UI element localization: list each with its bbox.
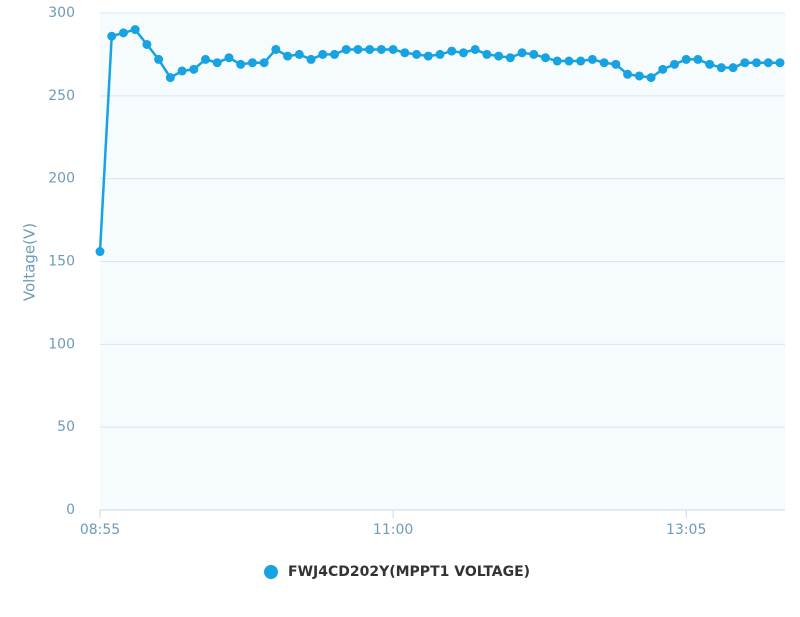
legend-marker [264,565,278,579]
data-point [681,54,691,64]
data-point [752,58,762,68]
data-point [470,44,480,54]
data-point [658,64,668,74]
data-point [294,49,304,59]
x-tick-label: 08:55 [80,522,120,538]
data-point [212,58,222,68]
data-point [201,54,211,64]
data-point [376,44,386,54]
data-point [505,53,515,63]
data-point [318,49,328,59]
legend-label: FWJ4CD202Y(MPPT1 VOLTAGE) [288,564,530,580]
y-tick-label: 250 [48,88,75,104]
data-point [329,49,339,59]
data-point [740,58,750,68]
data-point [412,49,422,59]
y-tick-label: 150 [48,254,75,270]
data-point [423,51,433,61]
y-tick-label: 300 [48,5,75,21]
data-point [107,31,117,41]
data-point [365,44,375,54]
data-point [224,53,234,63]
data-point [646,73,656,83]
y-tick-label: 0 [66,502,75,518]
data-point [189,64,199,74]
data-point [529,49,539,59]
data-point [95,247,105,257]
data-point [154,54,164,64]
data-point [306,54,316,64]
x-tick-label: 13:05 [666,522,706,538]
data-point [118,28,128,38]
data-point [775,58,785,68]
data-point [623,69,633,79]
data-point [693,54,703,64]
data-point [634,71,644,81]
data-point [165,73,175,83]
data-point [482,49,492,59]
data-point [388,44,398,54]
data-point [259,58,269,68]
data-point [716,63,726,73]
data-point [458,48,468,58]
data-point [763,58,773,68]
data-point [494,51,504,61]
data-point [669,59,679,69]
data-point [599,58,609,68]
y-tick-label: 50 [57,419,75,435]
data-point [341,44,351,54]
data-point [271,44,281,54]
data-point [587,54,597,64]
data-point [177,66,187,76]
data-point [728,63,738,73]
y-tick-label: 100 [48,336,75,352]
data-point [517,48,527,58]
data-point [576,56,586,66]
data-point [353,44,363,54]
data-point [447,46,457,56]
x-tick-label: 11:00 [373,522,413,538]
y-tick-label: 200 [48,171,75,187]
data-point [400,48,410,58]
data-point [564,56,574,66]
data-point [552,56,562,66]
data-point [130,25,140,35]
data-point [435,49,445,59]
data-point [611,59,621,69]
data-point [705,59,715,69]
data-point [236,59,246,69]
data-point [283,51,293,61]
data-point [142,39,152,49]
data-point [541,53,551,63]
data-point [247,58,257,68]
y-axis-label: Voltage(V) [21,223,39,301]
